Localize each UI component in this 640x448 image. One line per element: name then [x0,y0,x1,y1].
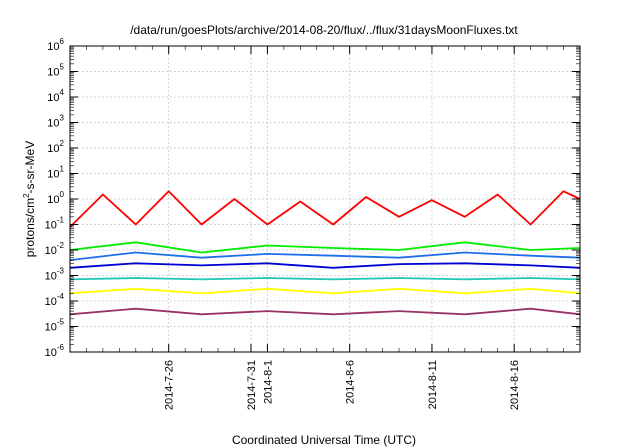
y-tick-label: 10-3 [45,267,65,283]
x-tick-label: 2014-8-11 [427,360,439,409]
y-tick-label: 105 [47,63,64,79]
grid-lines [70,46,580,352]
series-line-2 [69,241,581,254]
series-line-1 [69,190,581,228]
x-tick-label: 2014-8-16 [509,360,521,410]
y-tick-label: 100 [47,190,64,206]
series-layer [69,190,581,316]
series-line-3 [69,251,581,261]
y-tick-label: 106 [47,37,64,53]
x-tick-label: 2014-8-1 [262,360,274,404]
series-line-5 [69,277,581,281]
y-tick-label: 10-2 [45,241,65,257]
x-tick-label: 2014-7-31 [246,360,258,410]
x-axis-ticks: 2014-7-26 2014-7-31 2014-8-1 2014-8-6 2014-8… [86,46,564,410]
y-axis-ticks: 10-6 10-5 10-4 10-3 10-2 10-1 100 101 102 103 104 1… [45,37,580,359]
y-tick-label: 102 [47,139,64,155]
x-tick-label: 2014-7-26 [164,360,176,410]
y-tick-label: 10-4 [45,292,65,308]
y-tick-label: 103 [47,114,64,130]
y-tick-label: 101 [47,165,64,181]
x-axis-label: Coordinated Universal Time (UTC) [232,433,416,447]
y-tick-label: 10-6 [45,343,65,359]
y-tick-label: 10-1 [45,216,65,232]
series-line-4 [69,262,581,269]
y-tick-label: 10-5 [45,318,65,334]
chart-title: /data/run/goesPlots/archive/2014-08-20/f… [130,23,518,37]
x-tick-label: 2014-8-6 [345,360,357,404]
series-line-6 [69,287,581,295]
series-line-7 [69,307,581,316]
y-tick-label: 104 [47,88,64,104]
y-axis-label: protons/cm2-s-sr-MeV [22,141,37,257]
